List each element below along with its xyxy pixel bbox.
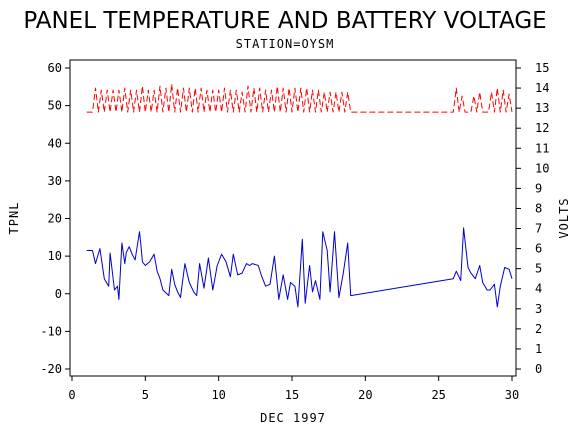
chart-title: PANEL TEMPERATURE AND BATTERY VOLTAGE (23, 8, 546, 34)
y-left-tick-label: 60 (48, 61, 62, 75)
y-right-tick-label: 6 (535, 242, 542, 256)
y-left-tick-label: -20 (40, 362, 62, 376)
y-left-tick-label: 20 (48, 212, 62, 226)
y-axis-left-label: TPNL (7, 202, 21, 235)
y-right-tick-label: 1 (535, 342, 542, 356)
y-right-tick-label: 4 (535, 282, 542, 296)
x-axis-label: DEC 1997 (260, 411, 326, 425)
x-tick-label: 5 (142, 388, 149, 402)
y-right-tick-label: 9 (535, 181, 542, 195)
x-axis: 0 5 10 15 20 25 30 (68, 376, 519, 402)
y-left-tick-label: 0 (55, 287, 62, 301)
y-right-tick-label: 13 (535, 101, 549, 115)
y-left-tick-label: 30 (48, 174, 62, 188)
y-right-tick-label: 2 (535, 322, 542, 336)
x-tick-label: 25 (431, 388, 445, 402)
y-right-tick-label: 8 (535, 201, 542, 215)
y-right-tick-label: 15 (535, 61, 549, 75)
y-right-tick-label: 0 (535, 362, 542, 376)
x-tick-label: 0 (68, 388, 75, 402)
battery-voltage-line (86, 83, 513, 113)
y-left-tick-label: 40 (48, 136, 62, 150)
panel-temperature-line (86, 227, 513, 308)
y-right-tick-label: 3 (535, 302, 542, 316)
x-tick-label: 20 (358, 388, 372, 402)
y-right-tick-label: 7 (535, 222, 542, 236)
y-left-tick-label: 50 (48, 99, 62, 113)
y-right-tick-label: 14 (535, 81, 549, 95)
series-layer (86, 83, 513, 308)
x-tick-label: 15 (285, 388, 299, 402)
y-axis-right-label: VOLTS (557, 197, 570, 238)
y-right-tick-label: 10 (535, 161, 549, 175)
x-tick-label: 30 (505, 388, 519, 402)
y-left-tick-label: 10 (48, 249, 62, 263)
y-right-tick-label: 12 (535, 121, 549, 135)
y-left-tick-label: -10 (40, 324, 62, 338)
chart-subtitle: STATION=OYSM (236, 37, 335, 51)
y-right-tick-label: 5 (535, 262, 542, 276)
y-axis-left: -20 -10 0 10 20 30 40 50 60 (40, 61, 70, 376)
y-right-tick-label: 11 (535, 141, 549, 155)
x-tick-label: 10 (211, 388, 225, 402)
